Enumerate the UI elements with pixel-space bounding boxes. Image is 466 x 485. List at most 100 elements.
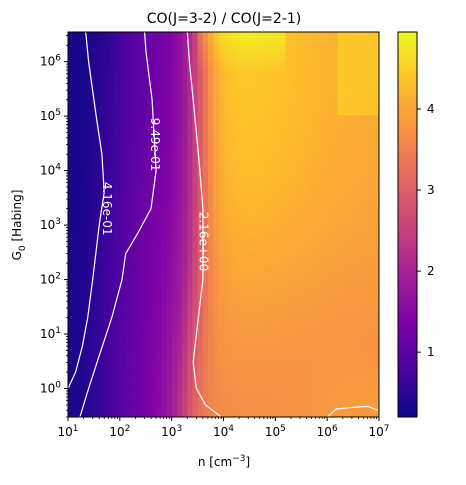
heatmap-cell (239, 175, 245, 182)
heatmap-cell (104, 153, 111, 160)
heatmap-cell (104, 400, 111, 407)
heatmap-cell (145, 191, 152, 198)
heatmap-cell (166, 59, 173, 66)
heatmap-cell (259, 340, 266, 347)
heatmap-cell (301, 307, 308, 314)
heatmap-cell (228, 48, 235, 55)
heatmap-cell (197, 340, 204, 347)
heatmap-cell (93, 180, 100, 187)
heatmap-cell (202, 219, 209, 226)
heatmap-cell (99, 81, 105, 88)
heatmap-cell (275, 389, 282, 396)
heatmap-cell (161, 384, 168, 391)
heatmap-cell (68, 373, 74, 380)
heatmap-cell (73, 213, 79, 220)
heatmap-cell (285, 208, 292, 215)
heatmap-cell (228, 37, 235, 44)
heatmap-cell (99, 362, 105, 369)
heatmap-cell (109, 219, 116, 226)
heatmap-cell (182, 230, 188, 237)
heatmap-cell (301, 323, 308, 330)
heatmap-cell (207, 87, 214, 94)
heatmap-cell (270, 301, 276, 308)
heatmap-cell (156, 87, 162, 94)
heatmap-cell (213, 378, 219, 385)
heatmap-cell (270, 296, 276, 303)
heatmap-cell (130, 180, 136, 187)
heatmap-cell (373, 224, 379, 231)
heatmap-cell (171, 197, 178, 204)
heatmap-cell (130, 285, 136, 292)
heatmap-cell (192, 65, 199, 72)
heatmap-cell (114, 169, 121, 176)
heatmap-cell (109, 197, 116, 204)
heatmap-cell (296, 285, 302, 292)
heatmap-cell (78, 230, 85, 237)
heatmap-cell (171, 274, 178, 281)
heatmap-cell (213, 400, 219, 407)
heatmap-cell (88, 213, 95, 220)
heatmap-cell (114, 125, 121, 132)
heatmap-cell (150, 395, 157, 402)
heatmap-cell (332, 186, 339, 193)
heatmap-cell (78, 334, 85, 341)
heatmap-cell (130, 301, 136, 308)
heatmap-cell (301, 153, 308, 160)
heatmap-cell (332, 334, 339, 341)
heatmap-cell (130, 389, 136, 396)
heatmap-cell (78, 252, 85, 259)
heatmap-cell (301, 76, 308, 83)
heatmap-cell (145, 263, 152, 270)
heatmap-cell (301, 230, 308, 237)
heatmap-cell (176, 153, 183, 160)
heatmap-cell (353, 274, 359, 281)
heatmap-cell (223, 76, 230, 83)
heatmap-cell (99, 318, 105, 325)
heatmap-cell (213, 98, 219, 105)
heatmap-cell (363, 109, 370, 116)
heatmap-cell (244, 131, 251, 138)
heatmap-cell (327, 37, 333, 44)
heatmap-cell (223, 285, 230, 292)
heatmap-cell (88, 351, 95, 358)
heatmap-cell (83, 329, 90, 336)
heatmap-cell (373, 164, 379, 171)
heatmap-cell (306, 147, 313, 154)
heatmap-cell (233, 400, 240, 407)
heatmap-cell (119, 114, 126, 121)
heatmap-cell (249, 136, 256, 143)
heatmap-cell (182, 59, 188, 66)
heatmap-cell (264, 202, 271, 209)
heatmap-cell (135, 241, 142, 248)
heatmap-cell (306, 384, 313, 391)
heatmap-cell (275, 334, 282, 341)
heatmap-cell (285, 81, 292, 88)
heatmap-cell (290, 290, 297, 297)
heatmap-cell (223, 147, 230, 154)
heatmap-cell (125, 274, 131, 281)
heatmap-cell (161, 367, 168, 374)
heatmap-cell (264, 301, 271, 308)
heatmap-cell (161, 400, 168, 407)
heatmap-cell (337, 142, 344, 149)
heatmap-cell (192, 334, 199, 341)
heatmap-cell (316, 340, 323, 347)
heatmap-cell (218, 268, 225, 275)
heatmap-cell (373, 329, 379, 336)
heatmap-cell (368, 252, 375, 259)
heatmap-cell (373, 285, 379, 292)
heatmap-cell (228, 76, 235, 83)
heatmap-cell (249, 252, 256, 259)
heatmap-cell (259, 43, 266, 50)
heatmap-cell (239, 32, 245, 39)
heatmap-cell (156, 59, 162, 66)
heatmap-cell (249, 274, 256, 281)
heatmap-cell (316, 252, 323, 259)
heatmap-cell (207, 318, 214, 325)
heatmap-cell (166, 296, 173, 303)
heatmap-cell (327, 59, 333, 66)
heatmap-cell (363, 114, 370, 121)
heatmap-cell (135, 263, 142, 270)
heatmap-cell (285, 268, 292, 275)
heatmap-cell (202, 285, 209, 292)
